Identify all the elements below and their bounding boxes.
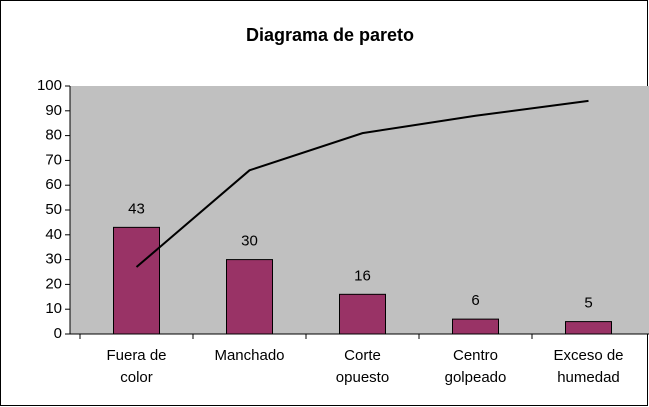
y-tick-label: 60: [45, 176, 62, 193]
bar: [339, 293, 386, 335]
y-tick-label: 0: [54, 325, 62, 342]
bar: [113, 226, 160, 335]
cumulative-line: [135, 99, 589, 268]
y-tick-label: 100: [37, 77, 62, 94]
x-tick-label: Centro golpeado: [445, 347, 507, 386]
y-tick-label: 40: [45, 226, 62, 243]
chart-title: Diagrama de pareto: [246, 25, 414, 45]
data-label: 5: [584, 295, 592, 312]
y-tick-label: 70: [45, 151, 62, 168]
bar: [226, 259, 273, 335]
y-tick-label: 30: [45, 251, 62, 268]
y-tick-label: 20: [45, 275, 62, 292]
data-label: 30: [241, 233, 258, 250]
data-label: 43: [128, 200, 145, 217]
bar: [565, 321, 612, 335]
x-tick-label: Exceso de humedad: [553, 347, 623, 386]
plot-area: [70, 86, 649, 334]
x-tick-label: Manchado: [214, 347, 284, 364]
y-tick-label: 10: [45, 300, 62, 317]
y-tick-label: 50: [45, 201, 62, 218]
data-label: 16: [354, 267, 371, 284]
bar: [452, 318, 499, 335]
y-tick-label: 90: [45, 102, 62, 119]
data-label: 6: [471, 292, 479, 309]
x-tick-label: Corte opuesto: [336, 347, 389, 386]
x-tick-label: Fuera de color: [106, 347, 166, 386]
y-tick-label: 80: [45, 127, 62, 144]
